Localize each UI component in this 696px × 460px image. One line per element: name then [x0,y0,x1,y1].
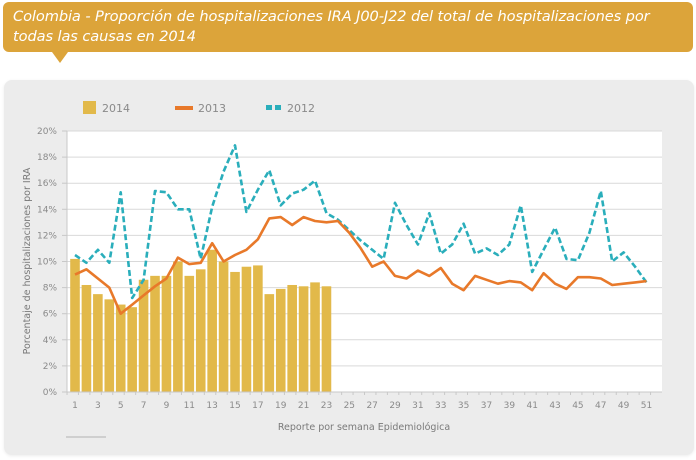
bar-2014 [298,286,309,392]
chart-title: Colombia - Proporción de hospitalizacion… [13,8,650,45]
bar-2014 [264,294,275,392]
x-tick-label: 21 [298,401,309,411]
legend-swatch-2012-b [275,105,281,110]
bar-2014 [321,286,332,392]
bar-2014 [70,258,80,392]
legend-swatch-2012-a [266,105,272,110]
x-tick-label: 1 [72,401,78,411]
bars-2014 [70,249,332,392]
legend-swatch-2013 [175,106,193,110]
title-banner: Colombia - Proporción de hospitalizacion… [3,2,693,52]
legend-label-2013: 2013 [198,102,226,115]
y-tick-label: 12% [37,231,57,241]
bar-2014 [93,294,103,392]
x-tick-label: 49 [618,401,630,411]
bar-2014 [150,275,160,392]
x-tick-label: 11 [184,401,195,411]
line-2012 [74,144,648,300]
x-axis-label: Reporte por semana Epidemiológica [278,422,450,433]
bar-2014 [218,261,229,392]
x-tick-label: 33 [435,401,446,411]
legend-item-2012[interactable]: 2012 [266,102,315,115]
line-2013 [74,215,647,316]
x-tick-label: 19 [275,401,287,411]
x-tick-label: 15 [229,401,240,411]
x-tick-label: 27 [366,401,377,411]
x-tick-label: 45 [572,401,583,411]
bar-2014 [81,284,92,392]
y-tick-label: 10% [37,258,57,268]
y-tick-label: 18% [37,153,57,163]
y-tick-label: 8% [43,284,58,294]
legend-label-2014: 2014 [102,102,130,115]
x-tick-label: 9 [164,401,170,411]
x-tick-label: 51 [641,401,652,411]
x-tick-label: 35 [458,401,469,411]
x-tick-label: 43 [549,401,560,411]
bar-2014 [127,307,137,392]
x-tick-label: 31 [412,401,423,411]
y-axis-ticks: 0% 2% 4% 6% 8% 10% 12% 14% 16% 18% 20% [37,127,67,398]
x-tick-label: 29 [389,401,401,411]
x-tick-label: 3 [95,401,101,411]
x-tick-label: 5 [118,401,124,411]
x-tick-label: 13 [206,401,217,411]
legend-label-2012: 2012 [287,102,315,115]
bar-2014 [104,299,115,392]
bar-2014 [287,284,297,392]
x-tick-label: 41 [526,401,537,411]
lines [74,144,648,316]
bar-2014 [115,304,126,392]
x-tick-label: 7 [141,401,147,411]
bar-2014 [184,275,195,392]
bar-2014 [138,279,149,392]
bar-2014 [161,275,172,392]
y-tick-label: 2% [43,362,58,372]
legend: 2014 2013 2012 [83,101,315,115]
x-axis-ticks: 1 3 5 7 9 11 13 15 17 19 21 23 25 27 29 31 33 35 37 39 41 43 4… [66,392,652,411]
banner-pointer [52,52,68,63]
bar-2014 [195,269,206,392]
x-tick-label: 39 [504,401,516,411]
bar-2014 [173,261,183,392]
y-tick-label: 6% [43,310,58,320]
x-tick-label: 23 [321,401,332,411]
y-tick-label: 16% [37,179,57,189]
y-tick-label: 0% [43,388,58,398]
legend-item-2014[interactable]: 2014 [83,101,130,115]
bar-2014 [275,288,286,392]
x-tick-label: 25 [344,401,355,411]
y-tick-label: 20% [37,127,57,137]
bar-2014 [253,265,263,392]
bar-2014 [241,266,252,392]
x-tick-label: 37 [481,401,492,411]
bar-2014 [207,249,217,392]
x-tick-label: 17 [252,401,263,411]
legend-item-2013[interactable]: 2013 [175,102,226,115]
bar-2014 [310,282,320,392]
x-tick-label: 47 [595,401,606,411]
y-tick-label: 4% [43,336,58,346]
legend-swatch-2014 [83,101,96,114]
y-axis-label: Porcentaje de hospitalizaciones por IRA [22,167,33,354]
y-tick-label: 14% [37,205,57,215]
bar-2014 [230,271,240,392]
